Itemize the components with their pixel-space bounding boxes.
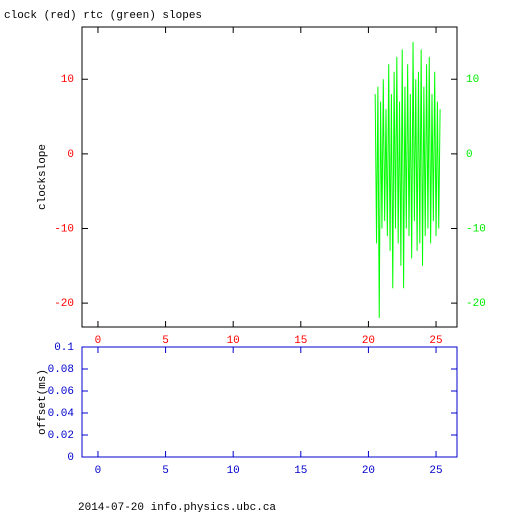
x-tick-label: 25: [429, 465, 442, 477]
y-tick-label: -10: [54, 223, 74, 235]
y-tick-label: -20: [54, 298, 74, 310]
x-tick-label: 25: [429, 335, 442, 347]
x-tick-label: 5: [162, 335, 169, 347]
x-tick-label: 15: [294, 335, 307, 347]
x-tick-label: 10: [227, 335, 240, 347]
y-tick-label: 10: [61, 74, 74, 86]
y-tick-label: 0: [67, 452, 74, 464]
y2-tick-label: -20: [466, 298, 486, 310]
plot-frame: [81, 26, 458, 328]
x-tick-label: 20: [362, 465, 375, 477]
x-tick-label: 5: [162, 465, 169, 477]
x-tick-label: 0: [95, 335, 102, 347]
y-tick-label: 0.04: [48, 408, 75, 420]
footer: 2014-07-20 info.physics.ubc.ca: [78, 502, 276, 512]
y-tick-label: 0.08: [48, 364, 74, 376]
y-tick-label: 0: [67, 149, 74, 161]
y-tick-label: 0.1: [54, 342, 74, 354]
y-axis-label: clockslope: [37, 144, 49, 210]
chart-title: clock (red) rtc (green) slopes: [4, 10, 202, 22]
plot-frame: [81, 346, 458, 458]
y-tick-label: 0.02: [48, 430, 74, 442]
y2-tick-label: 10: [466, 74, 479, 86]
x-tick-label: 15: [294, 465, 307, 477]
x-tick-label: 20: [362, 335, 375, 347]
x-tick-label: 10: [227, 465, 240, 477]
y2-tick-label: 0: [466, 149, 473, 161]
y-tick-label: 0.06: [48, 386, 74, 398]
y2-tick-label: -10: [466, 223, 486, 235]
y-axis-label: offset(ms): [37, 369, 49, 435]
data-line: [374, 41, 441, 319]
x-tick-label: 0: [95, 465, 102, 477]
